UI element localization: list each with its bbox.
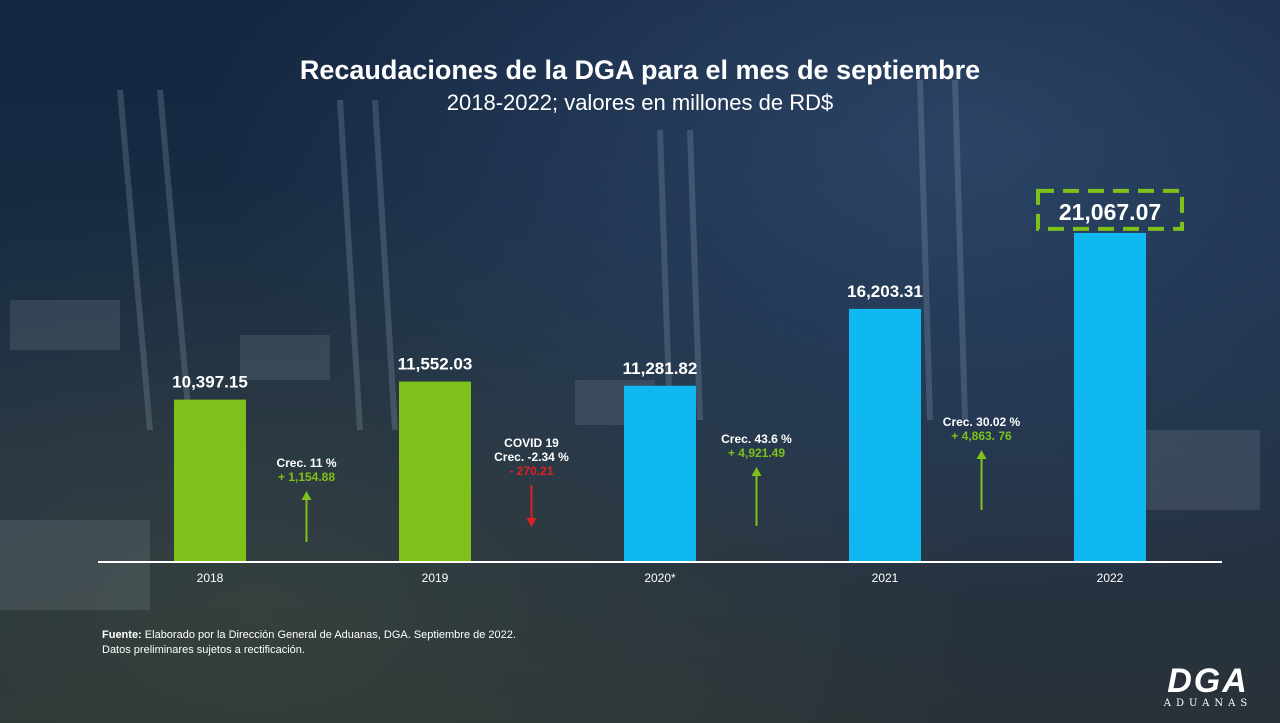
annotation-0-delta: + 1,154.88: [278, 470, 335, 484]
x-tick-label-2022: 2022: [1097, 571, 1124, 585]
value-label-2020*: 11,281.82: [623, 359, 698, 378]
bar-2022: [1074, 232, 1146, 562]
annotation-1-line-1: Crec. -2.34 %: [494, 450, 569, 464]
highlight-box: [1036, 188, 1184, 231]
dga-logo-mark: DGA: [1167, 662, 1249, 700]
x-tick-label-2019: 2019: [422, 571, 449, 585]
bar-2020*: [624, 385, 696, 562]
chart-title: Recaudaciones de la DGA para el mes de s…: [299, 55, 981, 85]
bar-2018: [174, 399, 246, 562]
source-text: Elaborado por la Dirección General de Ad…: [141, 629, 516, 641]
value-label-2019: 11,552.03: [398, 355, 473, 374]
bar-2019: [399, 381, 471, 562]
annotation-3-arrowhead: [976, 450, 987, 459]
annotation-0-arrowhead: [301, 491, 312, 500]
x-tick-label-2021: 2021: [872, 571, 899, 585]
source-label: Fuente:: [102, 629, 142, 641]
annotation-3-delta: + 4,863. 76: [951, 429, 1012, 443]
source-disclaimer: Datos preliminares sujetos a rectificaci…: [102, 644, 305, 656]
annotation-2-delta: + 4,921.49: [728, 446, 785, 460]
source-note: Fuente: Elaborado por la Dirección Gener…: [102, 628, 516, 658]
x-tick-label-2018: 2018: [197, 571, 224, 585]
bar-2021: [849, 308, 921, 562]
annotation-2-arrowhead: [751, 467, 762, 476]
dga-logo-subtitle: ADUANAS: [1163, 698, 1253, 709]
annotation-0-line-0: Crec. 11 %: [276, 456, 336, 470]
chart-subtitle: 2018-2022; valores en millones de RD$: [446, 90, 834, 115]
x-tick-label-2020*: 2020*: [644, 571, 676, 585]
dga-logo: DGA ADUANAS: [1158, 664, 1258, 709]
annotation-1-arrowhead: [526, 518, 537, 527]
value-label-2018: 10,397.15: [172, 373, 248, 392]
annotation-1-line-0: COVID 19: [504, 436, 559, 450]
annotation-2-line-0: Crec. 43.6 %: [721, 432, 792, 446]
value-label-2022: 21,067.07: [1059, 199, 1161, 225]
value-label-2021: 16,203.31: [847, 282, 923, 301]
annotation-3-line-0: Crec. 30.02 %: [943, 415, 1021, 429]
annotation-1-delta: - 270.21: [509, 464, 553, 478]
